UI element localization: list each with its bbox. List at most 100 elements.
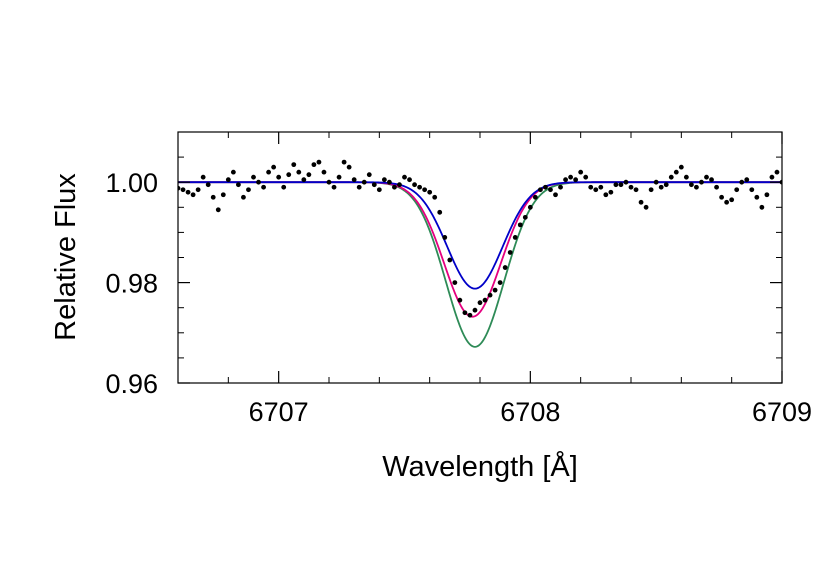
- data-point: [402, 174, 407, 180]
- data-point: [371, 182, 377, 188]
- x-tick-label: 6709: [752, 397, 812, 427]
- data-point: [749, 187, 755, 193]
- data-point: [230, 169, 236, 175]
- data-point: [704, 174, 709, 180]
- data-point: [472, 307, 478, 313]
- data-point: [361, 179, 367, 185]
- data-point: [316, 159, 322, 165]
- data-point: [412, 182, 417, 188]
- data-point: [492, 287, 498, 293]
- data-point: [583, 174, 589, 180]
- data-point: [689, 182, 694, 188]
- data-point: [336, 174, 342, 180]
- data-point: [225, 177, 231, 183]
- data-point: [462, 310, 468, 316]
- data-point: [346, 164, 352, 170]
- ticks-layer: [177, 131, 783, 384]
- data-point: [714, 184, 719, 190]
- data-point: [699, 179, 704, 185]
- data-point: [673, 169, 679, 175]
- y-tick-label: 1.00: [105, 168, 158, 198]
- y-tick-label: 0.96: [105, 369, 158, 399]
- data-point: [271, 164, 277, 170]
- data-point: [417, 184, 422, 190]
- data-point: [618, 182, 624, 188]
- data-point: [593, 187, 599, 193]
- data-point: [266, 169, 271, 175]
- data-point: [457, 297, 463, 303]
- data-point: [286, 172, 292, 178]
- data-point: [261, 184, 266, 190]
- series-layer: [178, 159, 782, 348]
- data-point: [598, 184, 604, 190]
- data-point: [482, 297, 488, 303]
- data-point: [522, 214, 528, 220]
- x-tick-label: 6707: [249, 397, 309, 427]
- data-point: [427, 189, 433, 195]
- data-point: [502, 265, 508, 270]
- data-point: [356, 184, 362, 190]
- data-point: [467, 312, 473, 318]
- data-point: [648, 187, 654, 193]
- data-point: [668, 174, 674, 180]
- data-point: [246, 187, 251, 193]
- data-point: [754, 194, 760, 200]
- data-point: [452, 280, 458, 285]
- plot-area: [178, 159, 782, 348]
- data-point: [236, 182, 241, 188]
- data-point: [608, 189, 614, 195]
- data-point: [734, 187, 740, 193]
- data-point: [200, 174, 206, 180]
- data-point: [744, 177, 750, 183]
- data-point: [603, 192, 609, 198]
- data-point: [341, 159, 347, 165]
- data-point: [543, 184, 548, 190]
- data-point: [366, 172, 372, 178]
- data-point: [487, 292, 493, 298]
- data-point: [573, 177, 579, 183]
- data-point: [633, 187, 639, 193]
- data-point: [578, 169, 584, 175]
- data-point: [517, 222, 523, 228]
- data-point: [548, 187, 553, 193]
- x-axis-label: Wavelength [Å]: [382, 450, 578, 483]
- data-point: [563, 177, 568, 183]
- data-point: [658, 184, 664, 190]
- data-point: [538, 187, 543, 193]
- data-point: [724, 199, 730, 205]
- data-point: [628, 184, 634, 190]
- data-point: [719, 194, 724, 200]
- model-line-2: [178, 181, 782, 290]
- data-point: [381, 177, 387, 183]
- data-point: [588, 184, 594, 190]
- data-point: [185, 189, 191, 195]
- data-point: [205, 182, 211, 188]
- data-point: [281, 184, 287, 190]
- data-point: [532, 194, 538, 200]
- data-point: [497, 280, 503, 285]
- data-point: [220, 192, 226, 198]
- data-point: [527, 204, 533, 210]
- data-point: [447, 257, 453, 263]
- data-point: [195, 187, 201, 193]
- data-point: [759, 204, 765, 210]
- data-point: [321, 169, 327, 175]
- data-point: [376, 187, 382, 193]
- data-point: [296, 169, 302, 175]
- data-point: [397, 182, 402, 188]
- data-point: [638, 199, 644, 205]
- x-tick-label: 6708: [500, 397, 560, 427]
- data-point: [432, 194, 438, 200]
- data-point: [331, 184, 337, 190]
- data-point: [663, 182, 669, 188]
- data-point: [311, 162, 317, 168]
- data-point: [180, 187, 186, 193]
- data-point: [442, 235, 448, 240]
- data-point: [613, 182, 619, 188]
- data-point: [276, 174, 282, 180]
- data-point: [351, 177, 357, 183]
- data-point: [301, 177, 307, 183]
- data-point: [568, 174, 573, 180]
